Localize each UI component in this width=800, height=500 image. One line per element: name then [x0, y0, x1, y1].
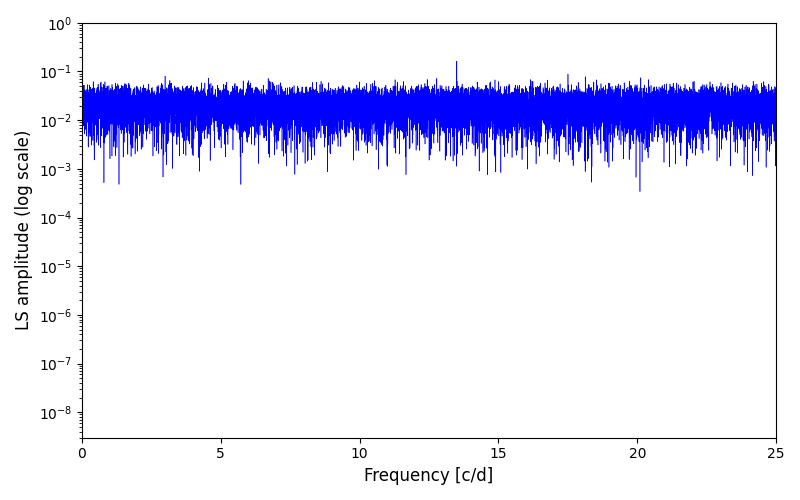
- Y-axis label: LS amplitude (log scale): LS amplitude (log scale): [15, 130, 33, 330]
- X-axis label: Frequency [c/d]: Frequency [c/d]: [364, 467, 494, 485]
